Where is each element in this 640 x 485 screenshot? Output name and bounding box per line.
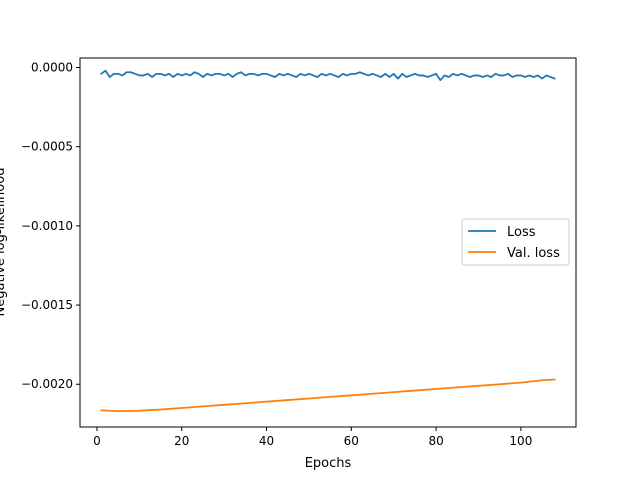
y-tick-label: −0.0005	[21, 140, 73, 154]
legend-label-val-loss: Val. loss	[507, 246, 560, 261]
series-layer	[100, 69, 556, 413]
y-axis-label: Negative log-likelihood	[0, 168, 8, 317]
x-tick-label: 60	[344, 434, 359, 448]
legend-label-loss: Loss	[507, 225, 536, 240]
legend: Loss Val. loss	[461, 218, 570, 266]
x-tick-label: 40	[259, 434, 274, 448]
y-tick-label: −0.0020	[21, 377, 73, 391]
y-tick-label: −0.0015	[21, 298, 73, 312]
x-tick-label: 0	[93, 434, 101, 448]
y-tick-label: −0.0010	[21, 219, 73, 233]
axes-frame	[79, 57, 577, 428]
x-tick-label: 20	[174, 434, 189, 448]
x-tick-label: 80	[428, 434, 443, 448]
y-ticks: 0.0000 −0.0005 −0.0010 −0.0015 −0.0020	[21, 61, 80, 391]
series-line-val-loss	[100, 378, 556, 413]
x-tick-label: 100	[509, 434, 532, 448]
x-ticks: 0 20 40 60 80 100	[93, 427, 532, 448]
y-tick-label: 0.0000	[31, 61, 73, 75]
x-axis-label: Epochs	[305, 456, 352, 471]
series-line-loss	[100, 69, 556, 82]
